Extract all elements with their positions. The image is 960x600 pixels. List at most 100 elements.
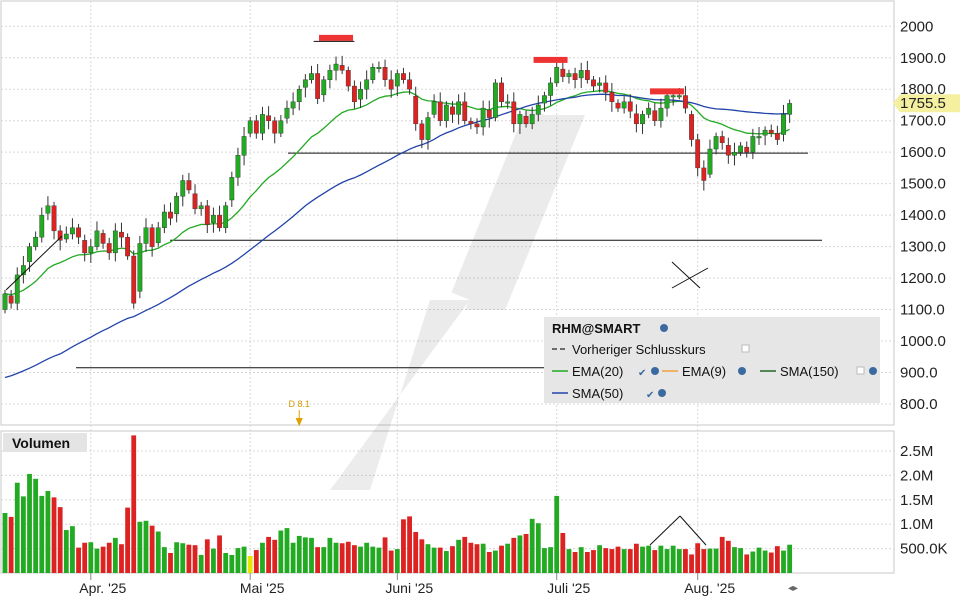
volume-bar — [732, 547, 737, 573]
volume-bar — [106, 542, 112, 573]
candle-body — [456, 101, 462, 115]
candle-body — [621, 101, 627, 109]
candle-body — [627, 101, 633, 112]
volume-bar — [51, 497, 57, 573]
candle-body — [370, 66, 376, 80]
candle-body — [450, 106, 455, 115]
globe-icon[interactable] — [869, 367, 877, 375]
volume-bar — [486, 552, 492, 573]
candle-body — [339, 65, 345, 71]
candle-body — [388, 79, 394, 90]
scroll-handle-icon[interactable]: ◂▸ — [788, 583, 798, 594]
candle-body — [437, 101, 443, 121]
candle-body — [548, 82, 553, 96]
volume-bar — [376, 547, 382, 573]
candle-body — [149, 227, 155, 247]
candle-body — [143, 227, 149, 244]
check-icon[interactable]: ✔ — [646, 390, 654, 401]
volume-bar — [689, 554, 694, 573]
candle-body — [676, 95, 682, 98]
candle-body — [309, 73, 314, 80]
last-price-tag: 1755.5 — [893, 94, 960, 113]
volume-bar — [211, 548, 216, 573]
volume-bar — [572, 552, 578, 573]
candle-body — [664, 95, 670, 109]
candle-body — [131, 255, 137, 304]
volume-bar — [738, 548, 743, 573]
price-tick-label: 1900.0 — [900, 50, 946, 67]
price-tick-label: 1000.0 — [900, 333, 946, 350]
candle-body — [33, 236, 39, 247]
peak-marker — [533, 56, 568, 63]
peak-marker — [650, 88, 685, 95]
legend-prev-close: Vorheriger Schlusskurs — [572, 342, 706, 357]
globe-icon[interactable] — [658, 389, 666, 397]
candle-body — [725, 145, 731, 156]
candle-body — [376, 66, 382, 69]
candle-body — [364, 79, 370, 90]
candle-body — [572, 73, 578, 80]
month-tick-label: Aug. '25 — [684, 580, 735, 596]
volume-bar — [762, 550, 768, 573]
candle-body — [719, 136, 725, 143]
candle-body — [2, 293, 8, 310]
candle-body — [119, 231, 124, 238]
volume-bar — [578, 547, 584, 573]
check-icon[interactable]: ✔ — [638, 368, 646, 379]
checkbox-icon[interactable] — [856, 366, 865, 375]
volume-bar — [781, 550, 786, 573]
volume-bar — [615, 546, 621, 573]
candle-body — [8, 295, 14, 304]
volume-tick-label: 2.5M — [900, 443, 933, 460]
volume-bar — [382, 537, 388, 573]
volume-bar — [542, 548, 547, 573]
candle-body — [523, 116, 529, 125]
volume-bar — [725, 540, 731, 573]
volume-bar — [112, 537, 118, 573]
volume-bar — [701, 549, 707, 573]
candle-body — [480, 107, 486, 128]
globe-icon[interactable] — [738, 367, 746, 375]
candle-body — [750, 136, 756, 153]
volume-bar — [100, 546, 106, 573]
checkbox-icon[interactable] — [741, 344, 750, 353]
candle-body — [499, 82, 504, 103]
candle-body — [603, 82, 609, 93]
volume-bar — [413, 532, 419, 573]
candle-body — [186, 180, 192, 191]
candle-body — [597, 82, 603, 86]
volume-bar — [774, 546, 780, 573]
candle-body — [707, 148, 713, 175]
candle-body — [235, 155, 241, 178]
month-tick-label: Mai '25 — [240, 580, 285, 596]
candle-body — [560, 68, 566, 77]
volume-bar — [707, 548, 713, 573]
volume-bar — [756, 547, 762, 573]
volume-bar — [260, 542, 265, 573]
volume-bar — [529, 518, 535, 573]
volume-bar — [45, 491, 51, 573]
volume-bar — [352, 545, 357, 573]
volume-bar — [695, 543, 701, 573]
volume-bar — [70, 526, 75, 573]
legend-box — [544, 317, 880, 403]
volume-bar — [627, 549, 633, 573]
candle-body — [272, 120, 278, 134]
volume-bar — [523, 533, 529, 573]
volume-bar — [560, 532, 566, 573]
price-tick-label: 1700.0 — [900, 113, 946, 130]
candle-body — [443, 104, 449, 121]
candle-body — [266, 115, 271, 121]
volume-bar — [290, 542, 296, 573]
globe-icon[interactable] — [651, 367, 659, 375]
candle-body — [566, 73, 572, 77]
candle-body — [63, 233, 69, 240]
volume-bar — [670, 545, 676, 573]
globe-icon[interactable] — [660, 324, 668, 332]
price-tick-label: 2000 — [900, 18, 933, 35]
volume-bar — [161, 547, 167, 573]
volume-bar — [345, 541, 351, 573]
candle-body — [493, 82, 498, 118]
candle-body — [511, 101, 517, 125]
volume-bar — [321, 547, 327, 573]
